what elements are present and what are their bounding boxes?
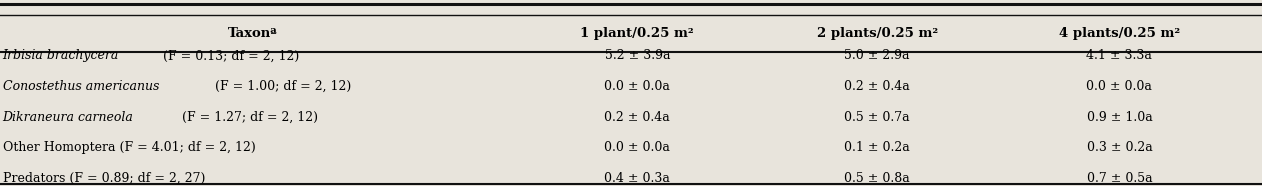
Text: 0.0 ± 0.0a: 0.0 ± 0.0a: [604, 141, 670, 154]
Text: (F = 1.00; df = 2, 12): (F = 1.00; df = 2, 12): [211, 80, 351, 93]
Text: (F = 1.27; df = 2, 12): (F = 1.27; df = 2, 12): [178, 111, 318, 124]
Text: 0.5 ± 0.8a: 0.5 ± 0.8a: [844, 172, 910, 185]
Text: 0.5 ± 0.7a: 0.5 ± 0.7a: [844, 111, 910, 124]
Text: 0.2 ± 0.4a: 0.2 ± 0.4a: [844, 80, 910, 93]
Text: (F = 0.13; df = 2, 12): (F = 0.13; df = 2, 12): [159, 49, 299, 62]
Text: 0.1 ± 0.2a: 0.1 ± 0.2a: [844, 141, 910, 154]
Text: 5.2 ± 3.9a: 5.2 ± 3.9a: [604, 49, 670, 62]
Text: 0.4 ± 0.3a: 0.4 ± 0.3a: [604, 172, 670, 185]
Text: 0.0 ± 0.0a: 0.0 ± 0.0a: [604, 80, 670, 93]
Text: 0.7 ± 0.5a: 0.7 ± 0.5a: [1087, 172, 1152, 185]
Text: Predators (F = 0.89; df = 2, 27): Predators (F = 0.89; df = 2, 27): [3, 172, 204, 185]
Text: 0.3 ± 0.2a: 0.3 ± 0.2a: [1087, 141, 1152, 154]
Text: Taxonª: Taxonª: [227, 27, 278, 40]
Text: Irbisia brachycera: Irbisia brachycera: [3, 49, 119, 62]
Text: 0.9 ± 1.0a: 0.9 ± 1.0a: [1087, 111, 1152, 124]
Text: Other Homoptera (F = 4.01; df = 2, 12): Other Homoptera (F = 4.01; df = 2, 12): [3, 141, 255, 154]
Text: Dikraneura carneola: Dikraneura carneola: [3, 111, 134, 124]
Text: 5.0 ± 2.9a: 5.0 ± 2.9a: [844, 49, 910, 62]
Text: 4.1 ± 3.3a: 4.1 ± 3.3a: [1087, 49, 1152, 62]
Text: 1 plant/0.25 m²: 1 plant/0.25 m²: [581, 27, 694, 40]
Text: 0.0 ± 0.0a: 0.0 ± 0.0a: [1087, 80, 1152, 93]
Text: 4 plants/0.25 m²: 4 plants/0.25 m²: [1059, 27, 1180, 40]
Text: 0.2 ± 0.4a: 0.2 ± 0.4a: [604, 111, 670, 124]
Text: Conostethus americanus: Conostethus americanus: [3, 80, 159, 93]
Text: 2 plants/0.25 m²: 2 plants/0.25 m²: [817, 27, 938, 40]
